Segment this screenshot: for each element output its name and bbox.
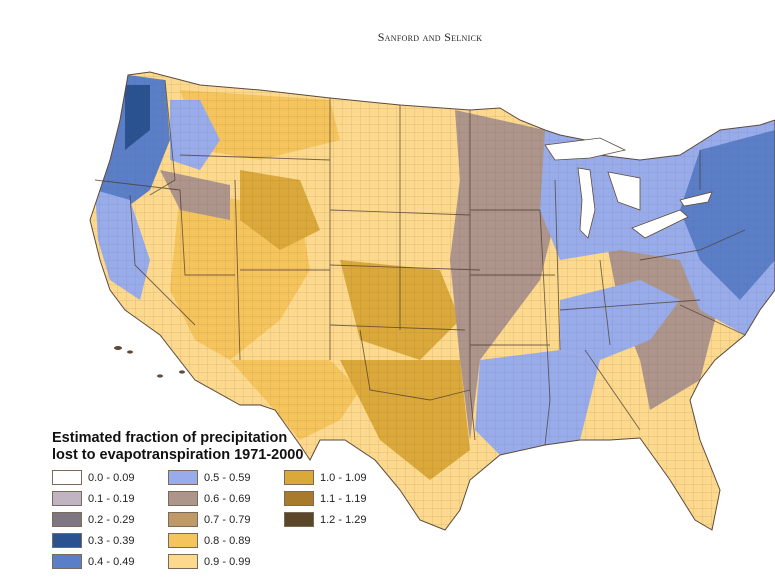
legend-label: 1.0 - 1.09 [320,471,367,484]
legend-label: 0.2 - 0.29 [88,513,135,526]
legend-label: 0.4 - 0.49 [88,555,135,568]
legend-label: 0.9 - 0.99 [204,555,251,568]
legend-label: 0.0 - 0.09 [88,471,135,484]
us-outline [89,71,775,531]
legend-label: 0.5 - 0.59 [204,471,251,484]
map-legend: Estimated fraction of precipitation lost… [52,430,412,569]
legend-item: 0.0 - 0.09 [52,470,148,485]
legend-swatch [52,470,82,485]
legend-swatch [284,470,314,485]
legend-item: 0.8 - 0.89 [168,533,264,548]
legend-item [284,533,380,548]
legend-swatch [168,512,198,527]
legend-item: 0.2 - 0.29 [52,512,148,527]
lake-ontario [679,191,713,207]
us-map [89,71,775,531]
state-boundaries [94,79,746,446]
legend-item: 0.1 - 0.19 [52,491,148,506]
legend-grid: 0.0 - 0.09 0.5 - 0.59 1.0 - 1.09 0.1 - 0.19… [52,470,412,569]
legend-item: 0.9 - 0.99 [168,554,264,569]
legend-item: 0.3 - 0.39 [52,533,148,548]
legend-swatch [52,491,82,506]
legend-item: 0.7 - 0.79 [168,512,264,527]
legend-label: 1.2 - 1.29 [320,513,367,526]
legend-title-line1: Estimated fraction of precipitation [52,430,288,446]
channel-islands [114,346,185,378]
legend-swatch [168,554,198,569]
legend-swatch [168,470,198,485]
lake-michigan [577,167,596,239]
running-head-text: Sanford and Selnick [377,30,483,44]
legend-swatch [52,512,82,527]
legend-swatch [168,533,198,548]
legend-swatch [52,533,82,548]
legend-item [284,554,380,569]
legend-label: 0.7 - 0.79 [204,513,251,526]
lake-huron [607,171,641,211]
legend-label: 0.3 - 0.39 [88,534,135,547]
running-head: Sanford and Selnick [0,30,775,45]
legend-item: 0.5 - 0.59 [168,470,264,485]
legend-label: 0.1 - 0.19 [88,492,135,505]
lake-superior [544,137,627,161]
legend-swatch [284,491,314,506]
legend-item: 0.4 - 0.49 [52,554,148,569]
legend-swatch [52,554,82,569]
legend-title-line2: lost to evapotranspiration 1971-2000 [52,447,304,463]
legend-label: 0.6 - 0.69 [204,492,251,505]
great-lakes [544,137,713,239]
lake-erie [631,209,689,239]
legend-title: Estimated fraction of precipitation lost… [52,430,412,464]
legend-swatch [168,491,198,506]
legend-swatch [284,512,314,527]
legend-label: 1.1 - 1.19 [320,492,367,505]
legend-item: 1.1 - 1.19 [284,491,380,506]
legend-item: 1.0 - 1.09 [284,470,380,485]
legend-label: 0.8 - 0.89 [204,534,251,547]
legend-item: 0.6 - 0.69 [168,491,264,506]
legend-item: 1.2 - 1.29 [284,512,380,527]
